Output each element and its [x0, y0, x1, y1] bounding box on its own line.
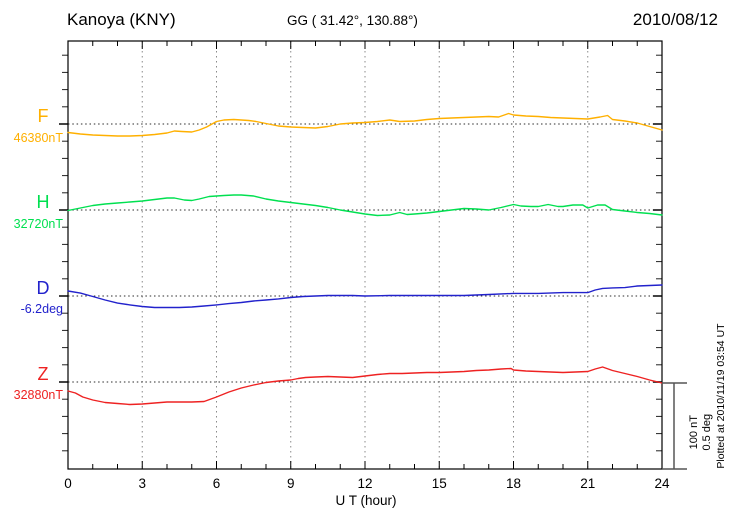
- x-tick-label-24: 24: [654, 476, 670, 491]
- trace-H: [67, 194, 663, 217]
- series-reference-F: 46380nT: [14, 131, 64, 145]
- x-tick-label-12: 12: [357, 476, 372, 491]
- x-tick-label-9: 9: [287, 476, 295, 491]
- scale-bar-label: 100 nT 0.5 deg: [688, 352, 714, 512]
- x-axis-title: U T (hour): [335, 493, 396, 508]
- plot-date: 2010/08/12: [632, 10, 718, 29]
- series-letter-F: F: [38, 106, 49, 126]
- x-tick-label-21: 21: [580, 476, 595, 491]
- series-letter-Z: Z: [38, 364, 49, 384]
- scale-bar-deg-label: 0.5 deg: [701, 413, 713, 451]
- x-tick-label-6: 6: [213, 476, 221, 491]
- observatory-coordinates: GG ( 31.42°, 130.88°): [287, 13, 418, 28]
- trace-F: [67, 112, 663, 137]
- trace-D: [67, 284, 663, 309]
- series-reference-D: -6.2deg: [21, 302, 63, 316]
- series-reference-Z: 32880nT: [14, 388, 64, 402]
- x-tick-label-18: 18: [506, 476, 521, 491]
- scale-bar-nt-label: 100 nT: [687, 415, 700, 450]
- x-tick-label-15: 15: [432, 476, 447, 491]
- series-reference-H: 32720nT: [14, 217, 64, 231]
- series-letter-H: H: [37, 192, 50, 212]
- plot-border: [67, 40, 663, 470]
- plot-generated-layer: 0 3 6 9 12 15 18 21 24: [59, 40, 687, 491]
- series-letter-D: D: [37, 278, 50, 298]
- station-name: Kanoya (KNY): [67, 10, 176, 29]
- plotted-at-note: Plotted at 2010/11/19 03:54 UT: [715, 323, 727, 469]
- x-tick-label-0: 0: [64, 476, 72, 491]
- trace-Z: [67, 366, 663, 406]
- x-tick-label-3: 3: [138, 476, 146, 491]
